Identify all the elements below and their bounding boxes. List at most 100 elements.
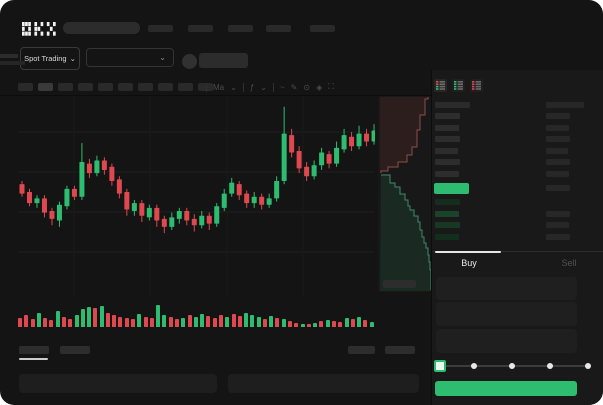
amount-slider[interactable]	[434, 360, 591, 372]
amount-input[interactable]	[436, 302, 577, 326]
candle-body	[139, 203, 145, 216]
candlestick-chart[interactable]	[18, 96, 375, 296]
volume-bar	[175, 319, 179, 327]
timeframe-button[interactable]	[198, 83, 213, 91]
slider-stop[interactable]	[509, 363, 515, 369]
order-book-row[interactable]	[433, 210, 593, 217]
timeframe-button[interactable]	[158, 83, 173, 91]
volume-bar	[193, 317, 198, 327]
chevron-down-icon[interactable]: ⌄	[260, 82, 267, 92]
compass-icon[interactable]: ◈	[316, 82, 323, 92]
candle-body	[41, 198, 47, 213]
order-book-row[interactable]	[433, 159, 593, 165]
chevron-down-icon[interactable]: ⌄	[230, 82, 237, 92]
volume-bar	[80, 309, 85, 327]
volume-bar	[332, 321, 336, 327]
volume-bar	[149, 318, 154, 327]
nav-item[interactable]	[228, 25, 253, 32]
timeframe-button[interactable]	[138, 83, 153, 91]
candle-body	[71, 188, 77, 197]
volume-bar	[24, 315, 29, 327]
timeframe-button[interactable]	[58, 83, 73, 91]
total-input[interactable]	[436, 329, 577, 353]
last-price-bar[interactable]	[434, 183, 469, 194]
fullscreen-icon[interactable]: ⛶	[328, 82, 334, 91]
volume-bar	[313, 323, 318, 327]
draw-tool-icon[interactable]: ✎	[290, 82, 298, 92]
bottom-action[interactable]	[385, 346, 415, 354]
line-tool-icon[interactable]: ~	[279, 82, 285, 92]
volume-bar	[344, 318, 349, 327]
slider-stop[interactable]	[547, 363, 553, 369]
candle-body	[259, 196, 265, 205]
order-book-row[interactable]	[433, 233, 593, 240]
volume-bar	[200, 314, 205, 327]
candle-body	[356, 133, 362, 147]
candle-body	[274, 181, 280, 199]
tab-sell[interactable]: Sell	[561, 258, 577, 268]
price-input[interactable]	[436, 277, 577, 300]
search-input[interactable]	[63, 22, 140, 34]
candle-body	[154, 207, 160, 221]
nav-item[interactable]	[266, 25, 291, 32]
slider-stop[interactable]	[585, 363, 591, 369]
timeframe-button[interactable]	[38, 83, 53, 91]
bottom-action[interactable]	[348, 346, 375, 354]
pair-dropdown[interactable]: ⌄	[86, 48, 174, 67]
volume-bar	[168, 317, 173, 327]
volume-bar	[162, 315, 167, 327]
nav-item[interactable]	[310, 25, 335, 32]
slider-stop[interactable]	[471, 363, 477, 369]
candle-body	[214, 206, 220, 224]
timeframe-button[interactable]	[78, 83, 93, 91]
candle-body	[266, 198, 272, 205]
ma-indicator-icon[interactable]: Ma	[213, 82, 225, 92]
volume-bar	[212, 318, 217, 327]
order-book-row[interactable]	[433, 113, 593, 119]
divider	[0, 95, 431, 96]
tab-buy[interactable]: Buy	[461, 258, 477, 268]
candle-body	[289, 135, 295, 153]
volume-bar	[156, 305, 161, 327]
order-book-row[interactable]	[433, 147, 593, 154]
candle-body	[244, 193, 250, 204]
nav-item[interactable]	[188, 25, 213, 32]
volume-bar	[143, 317, 148, 327]
buy-button[interactable]	[435, 381, 577, 396]
bottom-tab-active[interactable]	[19, 346, 49, 354]
nav-item[interactable]	[148, 25, 173, 32]
slider-handle[interactable]	[434, 360, 446, 372]
order-book-row[interactable]	[433, 222, 593, 228]
volume-pane	[18, 300, 376, 327]
volume-bar	[231, 314, 236, 327]
candle-body	[326, 154, 332, 164]
chevron-down-icon: ⌄	[69, 54, 76, 63]
fx-indicator-icon[interactable]: ƒ	[249, 82, 255, 92]
timeframe-button[interactable]	[178, 83, 193, 91]
book-asks-icon[interactable]	[470, 79, 483, 92]
candle-body	[296, 150, 302, 169]
volume-bar	[269, 316, 274, 327]
book-bids-icon[interactable]	[452, 79, 465, 92]
order-book-row[interactable]	[433, 170, 593, 177]
market-type-dropdown[interactable]: Spot Trading ⌄	[20, 47, 80, 70]
chevron-down-icon: ⌄	[159, 53, 166, 62]
order-book-row[interactable]	[433, 124, 593, 131]
timeframe-button[interactable]	[98, 83, 113, 91]
candle-body	[341, 135, 347, 150]
order-book-row[interactable]	[433, 136, 593, 142]
market-type-label: Spot Trading	[24, 54, 67, 63]
order-book-row[interactable]	[433, 102, 593, 108]
camera-icon[interactable]: ⊙	[303, 82, 311, 92]
depth-chart[interactable]	[378, 96, 431, 292]
order-book-row[interactable]	[433, 199, 593, 205]
book-split-icon[interactable]	[434, 79, 447, 92]
bottom-tab[interactable]	[60, 346, 90, 354]
volume-bar	[131, 319, 136, 327]
candle-body	[206, 215, 212, 224]
timeframe-button[interactable]	[18, 83, 33, 91]
candle-body	[64, 188, 70, 207]
volume-bar	[87, 307, 92, 327]
timeframe-button[interactable]	[118, 83, 133, 91]
ticker-stat	[0, 53, 30, 65]
